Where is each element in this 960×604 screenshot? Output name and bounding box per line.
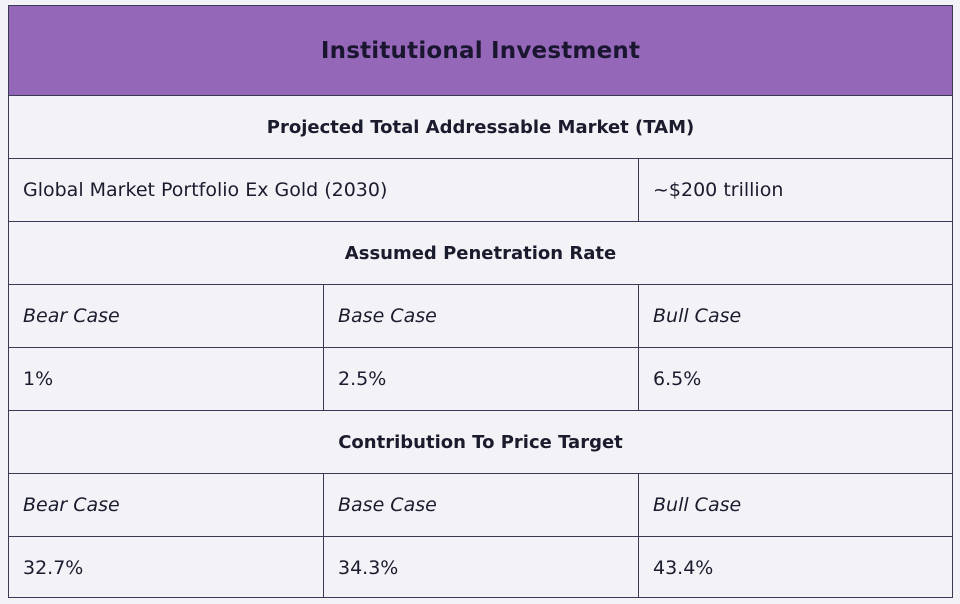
tam-heading-row: Projected Total Addressable Market (TAM) bbox=[9, 96, 952, 159]
penetration-bear-value: 1% bbox=[9, 348, 324, 410]
penetration-bull-case-label: Bull Case bbox=[653, 305, 742, 327]
table-title-row: Institutional Investment bbox=[9, 6, 952, 96]
penetration-cases-row: Bear Case Base Case Bull Case bbox=[9, 285, 952, 348]
investment-table: Institutional Investment Projected Total… bbox=[8, 5, 953, 598]
penetration-base-case-label: Base Case bbox=[324, 285, 639, 347]
tam-heading: Projected Total Addressable Market (TAM) bbox=[266, 116, 695, 138]
contribution-cases-row: Bear Case Base Case Bull Case bbox=[9, 474, 952, 537]
table-title: Institutional Investment bbox=[320, 37, 641, 64]
tam-row: Global Market Portfolio Ex Gold (2030) ~… bbox=[9, 159, 952, 222]
contribution-bear-case-label: Bear Case bbox=[9, 474, 324, 536]
penetration-bear-case-label: Bear Case bbox=[9, 285, 324, 347]
tam-label-cell: Global Market Portfolio Ex Gold (2030) bbox=[9, 159, 639, 221]
tam-value-cell: ~$200 trillion bbox=[653, 179, 784, 201]
penetration-bull-value: 6.5% bbox=[653, 368, 702, 390]
contribution-bull-value: 43.4% bbox=[653, 556, 714, 579]
penetration-heading-row: Assumed Penetration Rate bbox=[9, 222, 952, 285]
contribution-bear-value: 32.7% bbox=[9, 537, 324, 598]
contribution-heading: Contribution To Price Target bbox=[338, 431, 623, 453]
penetration-values-row: 1% 2.5% 6.5% bbox=[9, 348, 952, 411]
penetration-base-value: 2.5% bbox=[324, 348, 639, 410]
contribution-values-row: 32.7% 34.3% 43.4% bbox=[9, 537, 952, 598]
contribution-heading-row: Contribution To Price Target bbox=[9, 411, 952, 474]
penetration-heading: Assumed Penetration Rate bbox=[344, 242, 617, 264]
contribution-base-value: 34.3% bbox=[324, 537, 639, 598]
contribution-base-case-label: Base Case bbox=[324, 474, 639, 536]
contribution-bull-case-label: Bull Case bbox=[653, 494, 742, 516]
